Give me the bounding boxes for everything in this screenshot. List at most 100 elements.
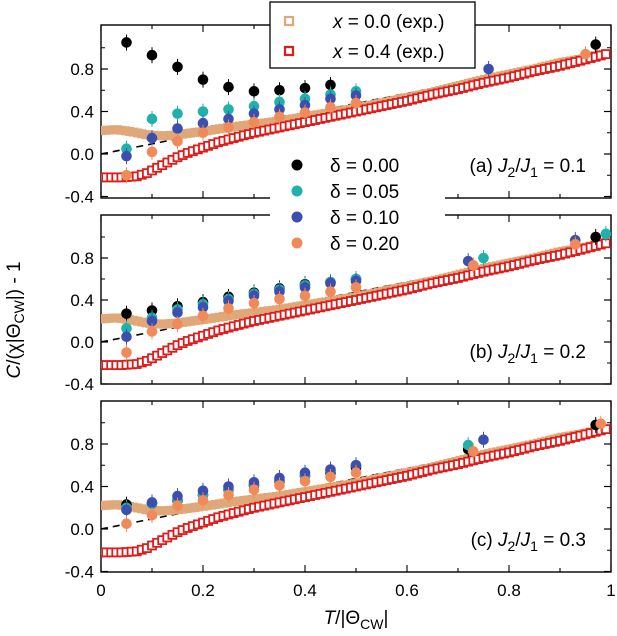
panel-3: -0.4 0.0 0.4 0.8 (c) J2/J1 = 0.3 0 0.2 0.4 0.6 0.… <box>65 400 616 600</box>
series-d010-point <box>121 150 132 162</box>
series-d000-point <box>172 61 183 73</box>
series-d010-point <box>197 117 209 129</box>
series-d020-point <box>274 480 285 491</box>
series-d020-point <box>172 135 183 147</box>
series-d020-point <box>121 169 132 181</box>
series-d020-point <box>248 297 260 309</box>
y-tick-label: 0.8 <box>70 60 94 79</box>
y-tick-label: 0.8 <box>70 249 94 268</box>
y-tick-label: 0.0 <box>70 145 94 164</box>
series-d010-point <box>299 467 311 478</box>
series-d010-point <box>325 277 336 289</box>
series-d000-point <box>590 231 601 243</box>
y-tick-label: 0.4 <box>70 291 94 310</box>
series-d005-point <box>121 323 132 334</box>
series-d020-point <box>146 509 158 521</box>
series-d020-point <box>468 446 479 457</box>
x-tick-label: 0.6 <box>395 581 419 600</box>
series-d020-point <box>325 471 336 483</box>
series-d010-point <box>223 481 234 492</box>
series-d020-point <box>580 48 591 60</box>
series-d000-point <box>121 37 132 48</box>
series-d010-point <box>146 315 158 327</box>
x-tick-label: 1 <box>606 581 615 600</box>
y-tick-label: 0.4 <box>70 103 94 122</box>
legend-marker-d000 <box>291 159 303 171</box>
series-d020-point <box>274 111 285 123</box>
series-d010-point <box>121 504 132 516</box>
series-d020-point <box>299 107 311 118</box>
exp-x4-point <box>601 49 611 60</box>
legend-frame <box>269 1 476 69</box>
panel-1: -0.4 0.0 0.4 0.8 (a) J2/J1 = 0.1 <box>65 24 612 207</box>
legend-label: x = 0.4 (exp.) <box>332 42 444 63</box>
series-d020-point <box>595 418 607 430</box>
series-d020-point <box>248 484 260 495</box>
series-d020-point <box>325 101 336 113</box>
series-d020-point <box>468 260 479 271</box>
series-d020-point <box>325 286 336 297</box>
legend-marker-d005 <box>291 185 303 197</box>
y-tick-label: 0.0 <box>70 520 94 539</box>
y-tick-label: 0.8 <box>70 435 94 454</box>
y-axis-title: C/(χ|ΘCW|) - 1 <box>4 261 27 378</box>
series-d020-point <box>121 347 132 358</box>
legend-marker-d020 <box>291 237 303 249</box>
plot-area <box>101 225 611 371</box>
series-d000-point <box>121 308 132 319</box>
series-d020-point <box>223 122 234 133</box>
y-tick-label: 0.4 <box>70 478 94 497</box>
y-tick-label: 0.0 <box>70 333 94 352</box>
series-d010-point <box>197 302 209 313</box>
series-d020-point <box>299 290 311 302</box>
delta-legend: δ = 0.00 δ = 0.05 δ = 0.10 δ = 0.20 <box>270 145 445 263</box>
x-axis-title: T/|ΘCW| <box>324 608 389 632</box>
legend-label: δ = 0.00 <box>330 156 399 177</box>
series-d005-point <box>478 252 489 264</box>
series-d010-point <box>325 93 336 105</box>
series-d010-point <box>197 485 209 497</box>
x-tick-label: 0.2 <box>191 581 215 600</box>
series-d005-point <box>600 228 611 240</box>
legend-marker-x4 <box>283 45 295 57</box>
series-d020-point <box>121 518 132 529</box>
series-d010-point <box>248 108 260 119</box>
series-d020-point <box>248 116 260 128</box>
legend-label: δ = 0.05 <box>330 182 399 203</box>
series-d010-point <box>223 113 234 125</box>
y-tick-label: -0.4 <box>65 375 94 394</box>
series-d010-point <box>146 497 158 508</box>
series-d010-point <box>146 132 158 144</box>
series-d000-point <box>223 81 234 93</box>
plot-area <box>101 34 611 184</box>
series-d000-point <box>274 84 285 96</box>
experimental-legend: x = 0.0 (exp.) x = 0.4 (exp.) <box>269 1 476 69</box>
legend-label: x = 0.0 (exp.) <box>332 12 444 33</box>
series-d010-point <box>172 490 183 502</box>
series-d000-point <box>590 39 601 50</box>
panel-label: (b) J2/J1 = 0.2 <box>470 342 586 366</box>
series-d020-point <box>172 500 183 511</box>
series-d020-point <box>350 97 362 109</box>
series-d000-point <box>146 49 158 61</box>
y-tick-label: -0.4 <box>65 188 94 207</box>
panel-2: -0.4 0.0 0.4 0.8 (b) J2/J1 = 0.2 <box>65 214 612 394</box>
legend-label: δ = 0.20 <box>330 234 399 255</box>
series-d010-point <box>483 63 494 75</box>
series-d020-point <box>197 127 209 139</box>
legend-label: δ = 0.10 <box>330 208 399 229</box>
series-d005-point <box>146 113 158 125</box>
series-d000-point <box>197 74 209 85</box>
series-d005-point <box>223 104 234 115</box>
series-d020-point <box>197 310 209 322</box>
series-d010-point <box>478 434 489 446</box>
series-d020-point <box>274 293 285 305</box>
plot-area <box>101 415 611 558</box>
y-tick-label: -0.4 <box>65 563 94 582</box>
x-tick-label: 0.4 <box>293 581 317 600</box>
legend-marker-d010 <box>291 211 303 223</box>
series-d020-point <box>350 467 362 478</box>
series-d005-point <box>172 108 183 119</box>
series-d010-point <box>299 282 311 293</box>
